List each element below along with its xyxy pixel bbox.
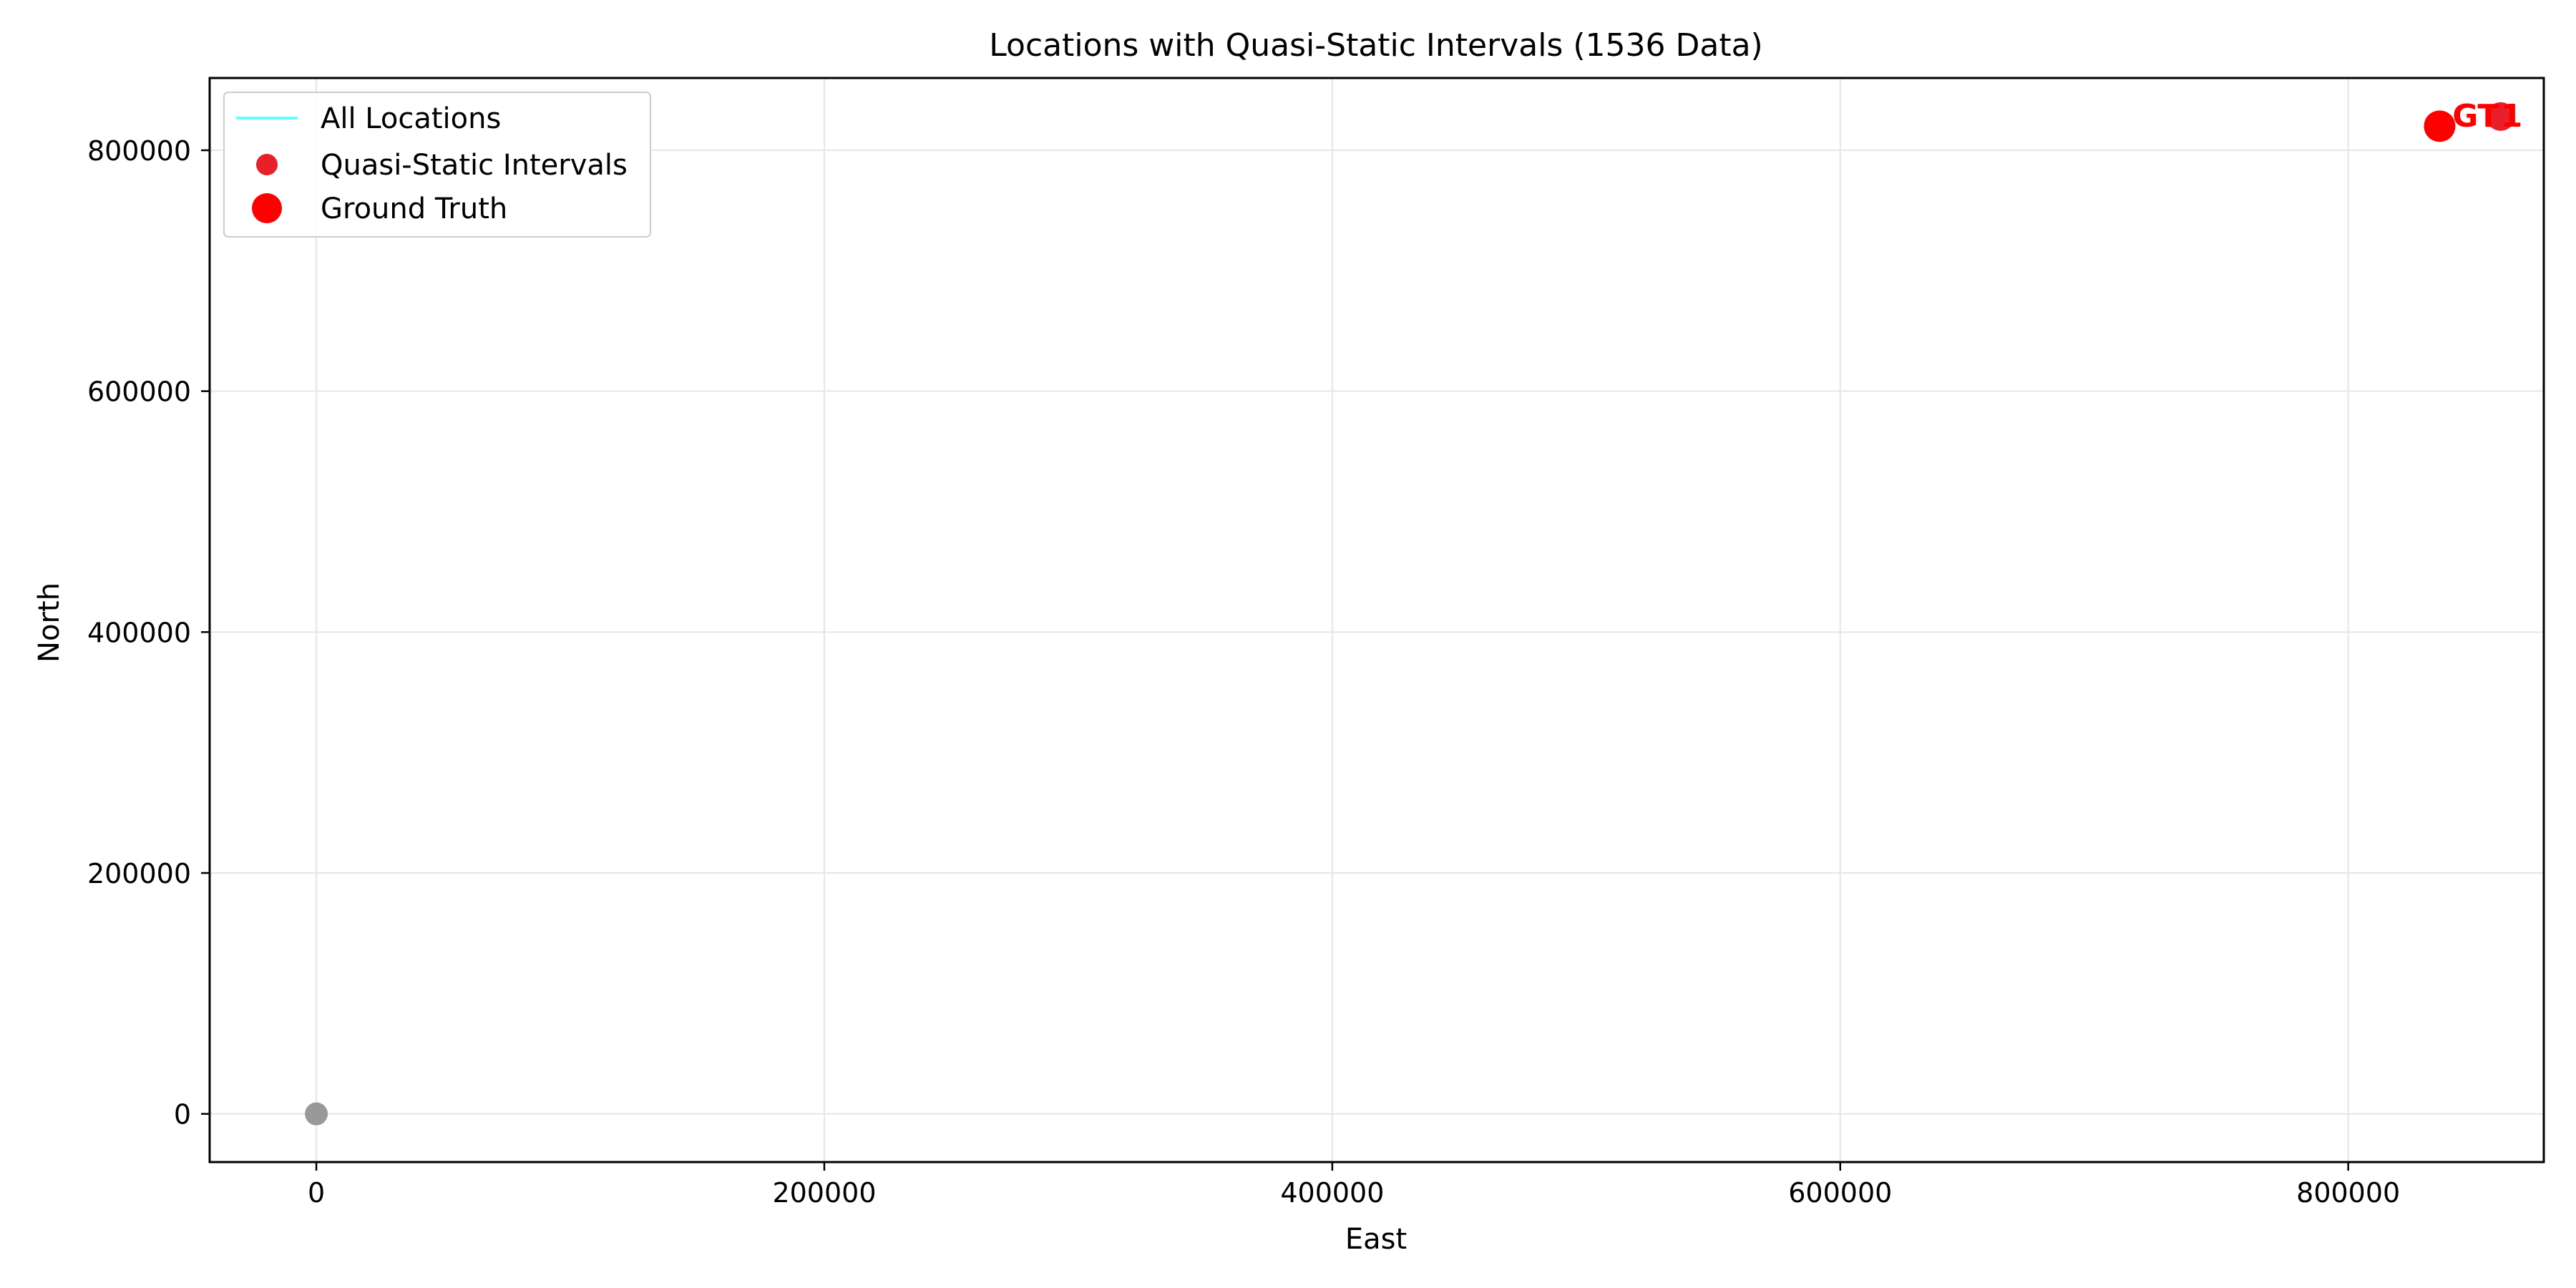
origin-point: [305, 1102, 328, 1126]
chart-title: Locations with Quasi-Static Intervals (1…: [989, 27, 1762, 64]
x-tick-label: 400000: [1280, 1177, 1384, 1209]
y-tick-label: 0: [174, 1099, 191, 1131]
plot-marks: GT 1: [305, 98, 2522, 1126]
x-axis-label: East: [1345, 1223, 1407, 1256]
point-annotation: GT: [2452, 98, 2499, 135]
legend-label: Quasi-Static Intervals: [321, 149, 628, 182]
legend-label: Ground Truth: [321, 192, 507, 225]
legend-marker-swatch: [256, 154, 278, 175]
y-tick-label: 400000: [87, 617, 191, 648]
legend-label: All Locations: [321, 102, 501, 135]
y-tick-label: 600000: [87, 376, 191, 408]
axis-ticks: 0 200000 400000 600000 800000 0 200000 400000 60…: [87, 135, 2400, 1209]
y-axis-label: North: [33, 582, 66, 663]
x-tick-label: 800000: [2296, 1177, 2400, 1209]
data-point-ground-truth: [2424, 110, 2456, 142]
y-tick-label: 200000: [87, 858, 191, 889]
grid: [210, 78, 2544, 1162]
y-tick-label: 800000: [87, 135, 191, 167]
data-point-quasi-static-intervals: [2486, 102, 2515, 131]
legend-marker-swatch: [252, 193, 282, 223]
x-tick-label: 0: [308, 1177, 325, 1209]
legend: All Locations Quasi-Static Intervals Groun…: [223, 92, 651, 238]
legend-box: [223, 92, 651, 238]
x-tick-label: 600000: [1788, 1177, 1892, 1209]
plot-frame: [208, 77, 2545, 1163]
point-annotation: 1: [2501, 98, 2523, 135]
x-tick-label: 200000: [772, 1177, 876, 1209]
